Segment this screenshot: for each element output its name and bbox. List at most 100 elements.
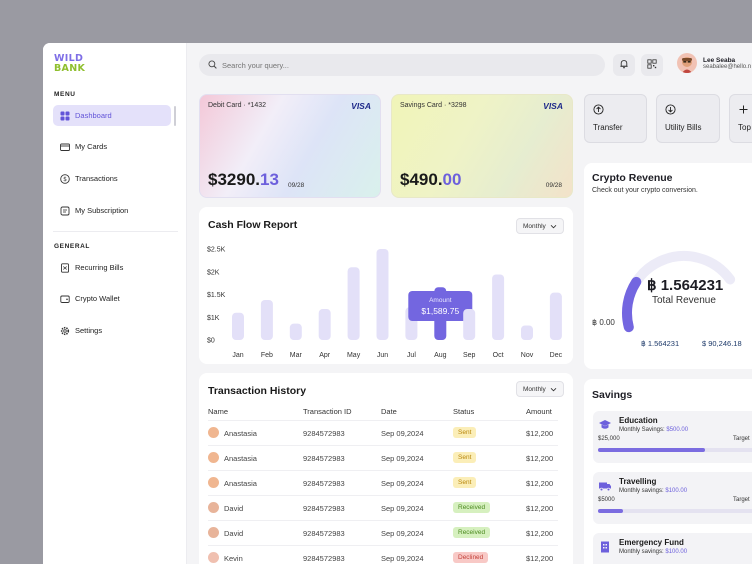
- sidebar-item-my-cards[interactable]: My Cards: [53, 136, 171, 157]
- savings-item-travelling[interactable]: Travelling Monthly savings: $100.00 $500…: [593, 472, 752, 524]
- savings-progress-fill: [598, 509, 623, 513]
- card-balance: $3290.13: [208, 170, 279, 189]
- cash-flow-period-select[interactable]: Monthly: [516, 218, 564, 234]
- qr-button[interactable]: [641, 54, 663, 76]
- crypto-total-label: Total Revenue: [652, 295, 716, 306]
- x-tick-label: May: [347, 352, 361, 359]
- sidebar-item-label: My Subscription: [75, 206, 129, 215]
- plus-icon: [738, 102, 749, 119]
- sidebar-item-dashboard[interactable]: Dashboard: [53, 105, 171, 126]
- menu-section-label: MENU: [54, 91, 76, 98]
- subscription-icon: [60, 206, 70, 216]
- avatar: [208, 527, 219, 538]
- search-input[interactable]: [222, 60, 582, 70]
- y-tick-label: $2K: [207, 269, 220, 276]
- column-header-status[interactable]: Status: [453, 407, 475, 416]
- savings-item-education[interactable]: Education Monthly Savings: $500.00 $25,0…: [593, 411, 752, 463]
- status-badge: Declined: [453, 552, 489, 563]
- transfer-button[interactable]: Transfer: [584, 94, 647, 143]
- column-header-date[interactable]: Date: [381, 407, 397, 416]
- sidebar-item-settings[interactable]: Settings: [53, 320, 171, 341]
- savings-progress-fill: [598, 448, 706, 452]
- column-header-transaction-id[interactable]: Transaction ID: [303, 407, 352, 416]
- bill-icon: [60, 262, 70, 273]
- cash-flow-chart: $2.5K $2K $1.5K $1K $0 Jan Feb Mar Apr May Jun Jul A…: [207, 247, 563, 360]
- column-header-amount[interactable]: Amount: [526, 407, 552, 416]
- transaction-period-select[interactable]: Monthly: [516, 381, 564, 397]
- table-row[interactable]: David 9284572983 Sep 09,2024 Received $12,20…: [208, 495, 558, 520]
- bar-apr: [318, 309, 331, 340]
- sidebar-item-my-subscription[interactable]: My Subscription: [53, 200, 171, 221]
- x-tick-label: Dec: [550, 352, 563, 359]
- y-tick-label: $1.5K: [207, 292, 226, 299]
- sidebar-item-recurring-bills[interactable]: Recurring Bills: [53, 257, 171, 278]
- debit-card[interactable]: Debit Card · *1432 VISA $3290.13 09/28: [199, 94, 381, 198]
- bar-may: [347, 267, 360, 340]
- table-row[interactable]: David 9284572983 Sep 09,2024 Received $12,20…: [208, 520, 558, 545]
- table-row[interactable]: Anastasia 9284572983 Sep 09,2024 Sent $12,20…: [208, 470, 558, 495]
- tx-date: Sep 09,2024: [381, 479, 424, 488]
- bar-jun: [376, 249, 389, 340]
- crypto-total: ฿ 1.564231: [647, 277, 724, 294]
- avatar[interactable]: [677, 53, 697, 73]
- table-row[interactable]: Kevin 9284572983 Sep 09,2024 Declined $12,20…: [208, 545, 558, 564]
- status-badge: Received: [453, 502, 491, 513]
- search-bar[interactable]: [199, 54, 605, 76]
- crypto-btc-value: ฿ 1.564231: [641, 339, 680, 348]
- sidebar-item-crypto-wallet[interactable]: Crypto Wallet: [53, 288, 171, 309]
- x-tick-label: Sep: [463, 352, 476, 359]
- user-name: Lee Seaba: [703, 56, 736, 64]
- utility-bills-button[interactable]: Utility Bills: [656, 94, 720, 143]
- scrollbar-thumb[interactable]: [174, 106, 176, 126]
- crypto-usd-value: $ 90,246.18: [702, 339, 742, 348]
- y-tick-label: $0: [207, 338, 215, 345]
- arrow-down-circle-icon: [665, 102, 676, 119]
- sidebar-item-transactions[interactable]: $ Transactions: [53, 168, 171, 189]
- tx-name: Anastasia: [224, 454, 257, 463]
- x-tick-label: Oct: [493, 352, 504, 359]
- sidebar-item-label: Settings: [75, 326, 103, 335]
- chevron-down-icon: [550, 223, 557, 232]
- status-badge: Sent: [453, 452, 477, 463]
- user-email: seabalee@hello.n: [703, 63, 752, 70]
- truck-icon: [598, 479, 612, 493]
- savings-progress-bar: [598, 448, 752, 452]
- tx-date: Sep 09,2024: [381, 454, 424, 463]
- tx-id: 9284572983: [303, 479, 345, 488]
- notification-button[interactable]: [613, 54, 635, 76]
- x-tick-label: Jul: [407, 352, 416, 359]
- bar-oct: [492, 274, 505, 340]
- tx-id: 9284572983: [303, 429, 345, 438]
- user-profile[interactable]: Lee Seaba seabalee@hello.n: [677, 53, 751, 73]
- search-icon: [208, 56, 217, 74]
- bar-mar: [289, 323, 302, 340]
- tx-amount: $12,200: [526, 529, 554, 538]
- table-row[interactable]: Anastasia 9284572983 Sep 09,2024 Sent $12,20…: [208, 420, 558, 445]
- crypto-revenue-panel: Crypto Revenue Check out your crypto con…: [584, 163, 752, 369]
- logo[interactable]: WILD BANK: [54, 53, 86, 74]
- y-tick-label: $1K: [207, 315, 220, 322]
- cash-flow-panel: Cash Flow Report Monthly $2.5K $2K $1.5K $1…: [199, 207, 573, 364]
- avatar: [208, 477, 219, 488]
- status-badge: Sent: [453, 477, 477, 488]
- savings-card[interactable]: Savings Card · *3298 VISA $490.00 09/28: [391, 94, 573, 198]
- savings-item-emergency-fund[interactable]: Emergency Fund Monthly savings: $100.00: [593, 533, 752, 564]
- tx-amount: $12,200: [526, 429, 554, 438]
- crypto-title: Crypto Revenue: [592, 172, 673, 184]
- sidebar: WILD BANK MENU Dashboard My Cards $ Tran…: [43, 43, 187, 564]
- card-number: *1432: [247, 102, 266, 109]
- bar-feb: [260, 299, 273, 340]
- bar-dec: [549, 292, 562, 340]
- qr-code-icon: [647, 56, 657, 74]
- table-row[interactable]: Anastasia 9284572983 Sep 09,2024 Sent $12,20…: [208, 445, 558, 470]
- wallet-icon: [60, 294, 70, 304]
- top-up-button[interactable]: Top: [729, 94, 752, 143]
- tooltip-box: [408, 291, 473, 321]
- column-header-name[interactable]: Name: [208, 407, 229, 416]
- avatar: [208, 452, 219, 463]
- sidebar-item-label: My Cards: [75, 142, 108, 151]
- tx-id: 9284572983: [303, 529, 345, 538]
- sidebar-divider: [53, 231, 178, 232]
- chevron-down-icon: [550, 386, 557, 395]
- tx-id: 9284572983: [303, 504, 345, 513]
